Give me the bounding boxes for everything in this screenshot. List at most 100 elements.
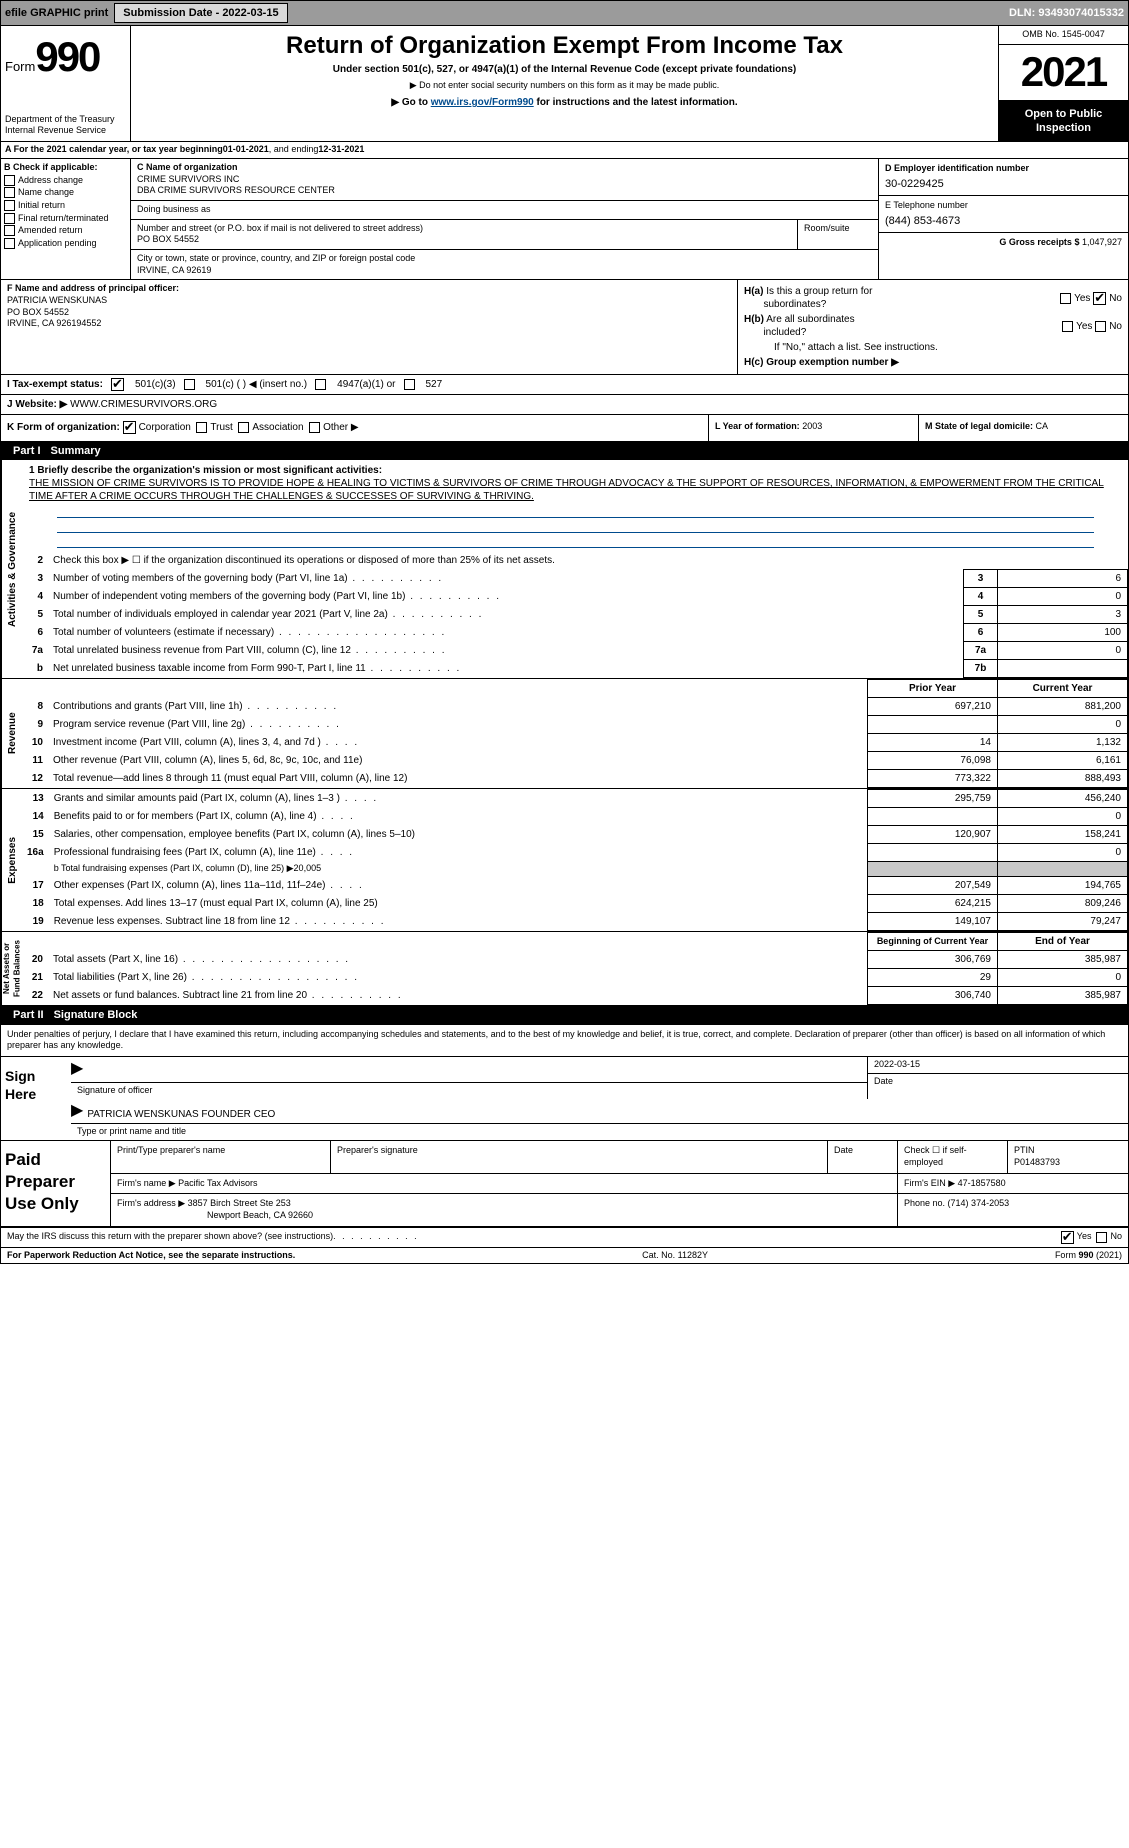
- expenses-side-label: Expenses: [1, 789, 23, 932]
- netassets-section: Net Assets orFund Balances Beginning of …: [1, 932, 1128, 1006]
- ha-yes-checkbox[interactable]: [1060, 293, 1071, 304]
- governance-section: Activities & Governance 1 Briefly descri…: [1, 460, 1128, 679]
- year-formation: 2003: [802, 421, 822, 431]
- mission-text: THE MISSION OF CRIME SURVIVORS IS TO PRO…: [29, 478, 1104, 502]
- firm-addr2: Newport Beach, CA 92660: [117, 1210, 313, 1220]
- dba-label: Doing business as: [137, 204, 211, 214]
- begin-year-header: Beginning of Current Year: [868, 933, 998, 951]
- row-a-tax-year: A For the 2021 calendar year, or tax yea…: [1, 142, 1128, 159]
- room-suite-label: Room/suite: [798, 220, 878, 249]
- line-16b: b Total fundraising expenses (Part IX, c…: [50, 861, 868, 877]
- end-year-header: End of Year: [998, 933, 1128, 951]
- netassets-table: Beginning of Current YearEnd of Year 20T…: [23, 932, 1128, 1005]
- header-title-block: Return of Organization Exempt From Incom…: [131, 26, 998, 141]
- self-employed-label: Check ☐ if self-employed: [898, 1141, 1008, 1172]
- officer-name: PATRICIA WENSKUNAS: [7, 295, 107, 305]
- paid-preparer-block: Paid Preparer Use Only Print/Type prepar…: [1, 1141, 1128, 1227]
- revenue-section: Revenue Prior YearCurrent Year 8Contribu…: [1, 679, 1128, 789]
- arrow-icon: ▶: [71, 1059, 83, 1080]
- row-bcd: B Check if applicable: Address change Na…: [1, 159, 1128, 281]
- amended-return-checkbox[interactable]: [4, 225, 15, 236]
- sign-here-label: Sign Here: [1, 1057, 71, 1140]
- 4947-checkbox[interactable]: [315, 379, 326, 390]
- address-change-checkbox[interactable]: [4, 175, 15, 186]
- gross-label: G Gross receipts $: [999, 237, 1082, 247]
- column-d-ein: D Employer identification number 30-0229…: [878, 159, 1128, 280]
- corporation-checkbox[interactable]: [123, 421, 136, 434]
- hb-no-checkbox[interactable]: [1095, 321, 1106, 332]
- preparer-sig-label: Preparer's signature: [331, 1141, 828, 1172]
- gross-value: 1,047,927: [1082, 237, 1122, 247]
- sig-officer-label: Signature of officer: [71, 1083, 867, 1099]
- application-pending-checkbox[interactable]: [4, 238, 15, 249]
- open-public-badge: Open to Public Inspection: [999, 101, 1128, 142]
- ssn-note: ▶ Do not enter social security numbers o…: [137, 80, 992, 92]
- sign-here-block: Sign Here ▶ Signature of officer 2022-03…: [1, 1057, 1128, 1141]
- line7a-value: 0: [998, 641, 1128, 659]
- line4-value: 0: [998, 587, 1128, 605]
- addr-value: PO BOX 54552: [137, 234, 199, 244]
- goto-note: ▶ Go to www.irs.gov/Form990 for instruct…: [137, 96, 992, 109]
- governance-side-label: Activities & Governance: [1, 460, 23, 678]
- other-checkbox[interactable]: [309, 422, 320, 433]
- sig-date-label: Date: [868, 1074, 1128, 1090]
- trust-checkbox[interactable]: [196, 422, 207, 433]
- line3-value: 6: [998, 569, 1128, 587]
- netassets-side-label: Net Assets orFund Balances: [1, 932, 23, 1005]
- expenses-table: 13Grants and similar amounts paid (Part …: [23, 789, 1128, 932]
- omb-number: OMB No. 1545-0047: [999, 26, 1128, 45]
- arrow-icon: ▶: [71, 1101, 83, 1122]
- ptin-value: P01483793: [1014, 1157, 1060, 1167]
- name-change-checkbox[interactable]: [4, 187, 15, 198]
- expenses-section: Expenses 13Grants and similar amounts pa…: [1, 789, 1128, 933]
- discuss-no-checkbox[interactable]: [1096, 1232, 1107, 1243]
- phone-value: (844) 853-4673: [885, 214, 1122, 228]
- form-header: Form990 Department of the TreasuryIntern…: [1, 26, 1128, 142]
- hb-note: If "No," attach a list. See instructions…: [744, 341, 1122, 354]
- footer: For Paperwork Reduction Act Notice, see …: [1, 1248, 1128, 1264]
- final-return-checkbox[interactable]: [4, 213, 15, 224]
- submission-date-button[interactable]: Submission Date - 2022-03-15: [114, 3, 287, 23]
- row-fgh: F Name and address of principal officer:…: [1, 280, 1128, 375]
- org-name-2: DBA CRIME SURVIVORS RESOURCE CENTER: [137, 185, 335, 195]
- column-b-checkboxes: B Check if applicable: Address change Na…: [1, 159, 131, 280]
- ha-no-checkbox[interactable]: [1093, 292, 1106, 305]
- revenue-side-label: Revenue: [1, 679, 23, 788]
- firm-addr1: 3857 Birch Street Ste 253: [188, 1198, 291, 1208]
- hc-label: H(c) Group exemption number ▶: [744, 356, 899, 369]
- 501c3-checkbox[interactable]: [111, 378, 124, 391]
- line7b-value: [998, 659, 1128, 677]
- sig-date: 2022-03-15: [868, 1057, 1128, 1074]
- row-k-form-org: K Form of organization: Corporation Trus…: [1, 415, 1128, 441]
- revenue-table: Prior YearCurrent Year 8Contributions an…: [23, 679, 1128, 788]
- form-subtitle: Under section 501(c), 527, or 4947(a)(1)…: [137, 63, 992, 76]
- irs-link[interactable]: www.irs.gov/Form990: [431, 97, 534, 108]
- addr-label: Number and street (or P.O. box if mail i…: [137, 223, 423, 233]
- initial-return-checkbox[interactable]: [4, 200, 15, 211]
- name-title-label: Type or print name and title: [71, 1124, 1128, 1140]
- firm-name: Pacific Tax Advisors: [178, 1178, 257, 1188]
- ein-label: D Employer identification number: [885, 163, 1029, 173]
- part-i-header: Part I Summary: [1, 442, 1128, 460]
- state-domicile: CA: [1036, 421, 1049, 431]
- mission-block: 1 Briefly describe the organization's mi…: [23, 460, 1128, 552]
- top-bar: efile GRAPHIC print Submission Date - 20…: [0, 0, 1129, 26]
- officer-addr2: IRVINE, CA 926194552: [7, 318, 101, 328]
- dln-label: DLN: 93493074015332: [1009, 6, 1124, 20]
- preparer-name-label: Print/Type preparer's name: [111, 1141, 331, 1172]
- association-checkbox[interactable]: [238, 422, 249, 433]
- discuss-yes-checkbox[interactable]: [1061, 1231, 1074, 1244]
- 527-checkbox[interactable]: [404, 379, 415, 390]
- 501c-checkbox[interactable]: [184, 379, 195, 390]
- form-footer: Form 990 (2021): [1055, 1250, 1122, 1262]
- officer-addr1: PO BOX 54552: [7, 307, 69, 317]
- efile-label: efile GRAPHIC print: [5, 6, 108, 20]
- paid-preparer-label: Paid Preparer Use Only: [1, 1141, 111, 1225]
- org-name-1: CRIME SURVIVORS INC: [137, 174, 239, 184]
- header-right: OMB No. 1545-0047 2021 Open to Public In…: [998, 26, 1128, 141]
- part-ii-header: Part II Signature Block: [1, 1006, 1128, 1024]
- hb-yes-checkbox[interactable]: [1062, 321, 1073, 332]
- preparer-date-label: Date: [828, 1141, 898, 1172]
- discuss-row: May the IRS discuss this return with the…: [1, 1228, 1128, 1248]
- paperwork-notice: For Paperwork Reduction Act Notice, see …: [7, 1250, 295, 1262]
